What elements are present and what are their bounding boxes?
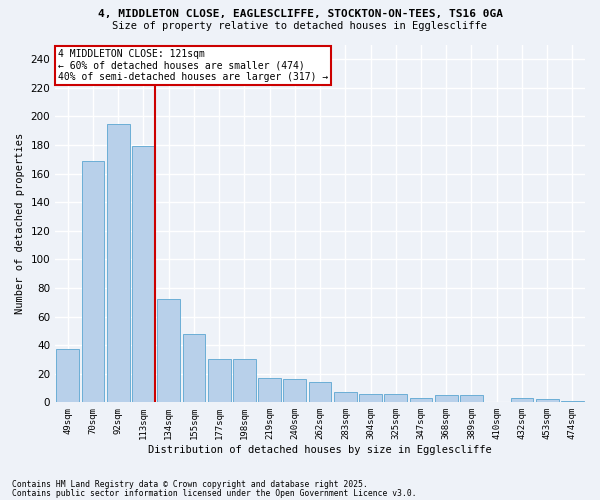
Bar [233, 360, 256, 403]
Bar [56, 350, 79, 403]
Bar [82, 161, 104, 402]
Text: 4 MIDDLETON CLOSE: 121sqm
← 60% of detached houses are smaller (474)
40% of semi: 4 MIDDLETON CLOSE: 121sqm ← 60% of detac… [58, 48, 328, 82]
Bar [334, 392, 356, 402]
Bar [561, 401, 584, 402]
Bar [511, 398, 533, 402]
Bar [359, 394, 382, 402]
Text: Contains public sector information licensed under the Open Government Licence v3: Contains public sector information licen… [12, 488, 416, 498]
X-axis label: Distribution of detached houses by size in Egglescliffe: Distribution of detached houses by size … [148, 445, 492, 455]
Bar [410, 398, 433, 402]
Bar [107, 124, 130, 402]
Text: Size of property relative to detached houses in Egglescliffe: Size of property relative to detached ho… [113, 21, 487, 31]
Bar [258, 378, 281, 402]
Bar [208, 360, 230, 403]
Y-axis label: Number of detached properties: Number of detached properties [15, 133, 25, 314]
Text: Contains HM Land Registry data © Crown copyright and database right 2025.: Contains HM Land Registry data © Crown c… [12, 480, 368, 489]
Bar [536, 400, 559, 402]
Bar [132, 146, 155, 402]
Bar [309, 382, 331, 402]
Bar [182, 334, 205, 402]
Bar [385, 394, 407, 402]
Bar [283, 380, 306, 402]
Text: 4, MIDDLETON CLOSE, EAGLESCLIFFE, STOCKTON-ON-TEES, TS16 0GA: 4, MIDDLETON CLOSE, EAGLESCLIFFE, STOCKT… [97, 9, 503, 19]
Bar [460, 395, 483, 402]
Bar [157, 300, 180, 403]
Bar [435, 395, 458, 402]
